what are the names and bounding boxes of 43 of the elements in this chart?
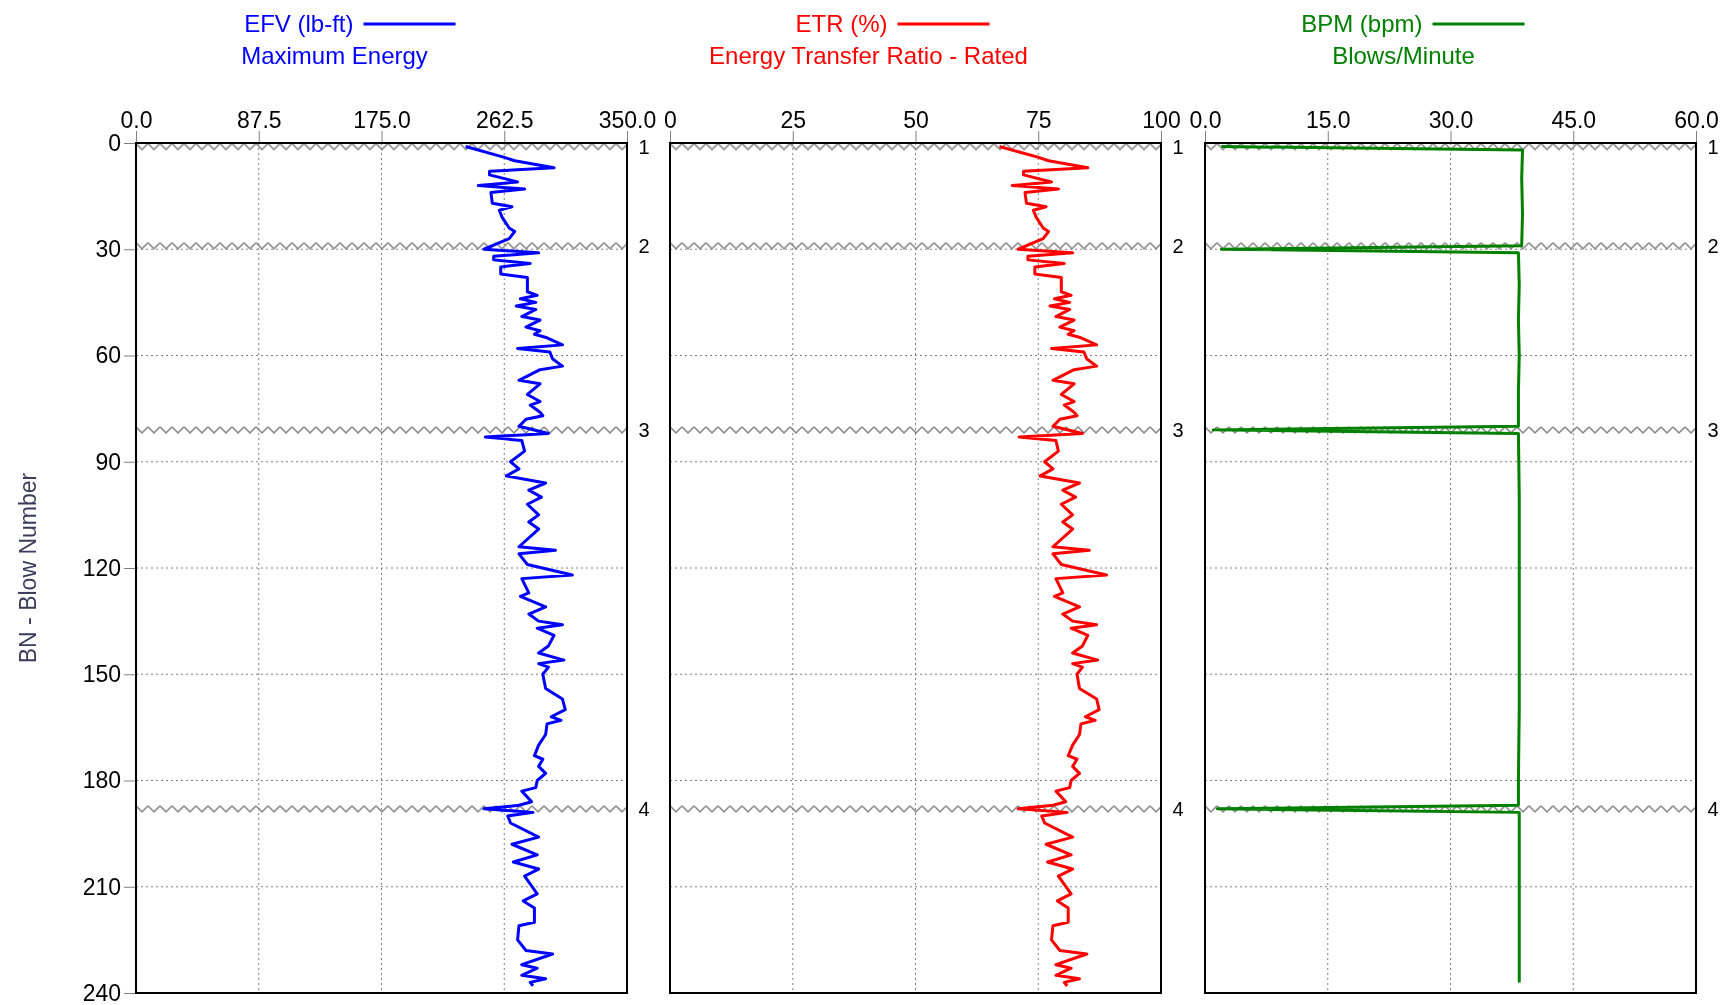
x-tick-label: 25 bbox=[780, 107, 807, 133]
annotation: 1 bbox=[1707, 135, 1719, 158]
y-tick-label: 210 bbox=[82, 873, 121, 900]
annotation: 2 bbox=[638, 234, 650, 257]
x-tick-label: 45.0 bbox=[1551, 107, 1597, 133]
legend-label: BPM (bpm) bbox=[1301, 10, 1423, 38]
annotation: 4 bbox=[1172, 797, 1184, 820]
legend-label: ETR (%) bbox=[795, 10, 888, 38]
y-tick-label: 0 bbox=[108, 129, 121, 156]
x-tick-label: 60.0 bbox=[1674, 107, 1719, 133]
annotation: 2 bbox=[1172, 234, 1184, 257]
x-tick-label: 100 bbox=[1142, 107, 1181, 133]
annotation: 4 bbox=[638, 797, 650, 820]
y-tick-label: 120 bbox=[82, 554, 121, 581]
chart-title: Blows/Minute bbox=[1332, 42, 1475, 70]
y-tick-label: 180 bbox=[82, 767, 121, 794]
x-tick-label: 175.0 bbox=[353, 107, 411, 133]
x-tick-label: 87.5 bbox=[236, 107, 282, 133]
x-tick-label: 0.0 bbox=[120, 107, 153, 133]
annotation: 3 bbox=[638, 418, 650, 441]
x-tick-label: 75 bbox=[1025, 107, 1052, 133]
chart-title: Maximum Energy bbox=[241, 42, 428, 70]
x-tick-label: 15.0 bbox=[1305, 107, 1351, 133]
annotation: 4 bbox=[1707, 797, 1719, 820]
y-tick-label: 150 bbox=[82, 661, 121, 688]
y-tick-label: 240 bbox=[82, 979, 121, 1005]
annotation: 2 bbox=[1707, 234, 1719, 257]
y-axis-title: BN - Blow Number bbox=[15, 472, 42, 664]
annotation: 3 bbox=[1172, 418, 1184, 441]
legend-label: EFV (lb-ft) bbox=[244, 10, 354, 38]
x-tick-label: 0 bbox=[664, 107, 677, 133]
annotation: 1 bbox=[1172, 135, 1184, 158]
x-tick-label: 50 bbox=[903, 107, 929, 133]
y-tick-label: 30 bbox=[95, 236, 121, 263]
y-tick-label: 90 bbox=[95, 448, 121, 475]
x-tick-label: 350.0 bbox=[598, 107, 657, 133]
annotation: 3 bbox=[1707, 418, 1719, 441]
annotation: 1 bbox=[638, 135, 650, 158]
x-tick-label: 0.0 bbox=[1189, 107, 1222, 133]
x-tick-label: 30.0 bbox=[1428, 107, 1474, 133]
chart-title: Energy Transfer Ratio - Rated bbox=[709, 42, 1028, 70]
y-tick-label: 60 bbox=[95, 342, 121, 369]
x-tick-label: 262.5 bbox=[475, 107, 534, 133]
